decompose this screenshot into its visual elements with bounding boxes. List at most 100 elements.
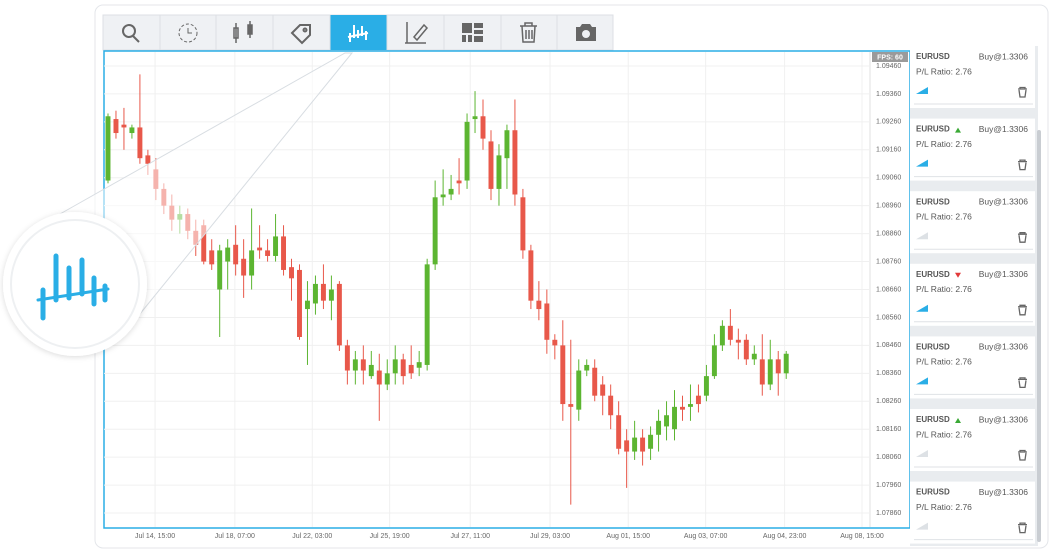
candle-body bbox=[512, 130, 518, 195]
candle-body bbox=[743, 339, 749, 360]
trash-icon[interactable] bbox=[1018, 232, 1027, 243]
candle-body bbox=[703, 376, 709, 396]
candle-body bbox=[480, 116, 486, 139]
signal-card[interactable] bbox=[910, 409, 1035, 471]
signal-icon[interactable] bbox=[916, 232, 928, 240]
candle-body bbox=[680, 406, 685, 410]
y-tick-label: 1.09460 bbox=[876, 63, 901, 70]
time-tool[interactable] bbox=[178, 23, 198, 43]
x-tick-label: Aug 01, 15:00 bbox=[606, 533, 650, 540]
signal-card[interactable] bbox=[910, 118, 1035, 181]
ratio: P/L Ratio: 2.76 bbox=[916, 357, 972, 367]
toolbar bbox=[102, 14, 614, 51]
y-tick-label: 1.09360 bbox=[876, 91, 901, 98]
candle-body bbox=[624, 440, 630, 452]
signal-icon[interactable] bbox=[916, 522, 928, 530]
x-tick-label: Jul 27, 11:00 bbox=[450, 533, 490, 540]
ratio: P/L Ratio: 2.76 bbox=[916, 139, 972, 149]
signal-icon[interactable] bbox=[916, 159, 928, 167]
signal-card[interactable] bbox=[910, 191, 1035, 254]
draw-tool[interactable] bbox=[405, 22, 429, 44]
order: Buy@1.3306 bbox=[979, 269, 1029, 279]
delete-tool[interactable] bbox=[520, 22, 537, 43]
trash-icon[interactable] bbox=[1018, 304, 1027, 316]
signal-card[interactable] bbox=[910, 263, 1035, 326]
x-tick-label: Aug 04, 23:00 bbox=[763, 533, 807, 540]
x-tick-label: Jul 22, 03:00 bbox=[292, 533, 332, 540]
candle-body bbox=[241, 258, 247, 276]
signal-icon[interactable] bbox=[916, 304, 928, 312]
signal-icon[interactable] bbox=[916, 450, 928, 457]
candle-body bbox=[608, 395, 614, 416]
y-tick-label: 1.08760 bbox=[876, 258, 901, 265]
candle-body bbox=[273, 236, 279, 256]
snapshot-tool[interactable] bbox=[576, 24, 596, 41]
symbol: EURUSD bbox=[916, 270, 950, 279]
trash-icon[interactable] bbox=[1018, 159, 1027, 171]
candle-body bbox=[400, 359, 406, 377]
x-tick-label: Aug 08, 15:00 bbox=[840, 533, 884, 540]
candle-body bbox=[304, 300, 310, 310]
y-tick-label: 1.08660 bbox=[876, 286, 901, 293]
signal-card[interactable] bbox=[910, 481, 1035, 544]
candle-body bbox=[472, 116, 478, 120]
candle-body bbox=[656, 420, 662, 435]
candle-tool[interactable] bbox=[233, 21, 253, 43]
candle-body bbox=[568, 404, 574, 407]
trend-down bbox=[955, 272, 961, 278]
order: Buy@1.3306 bbox=[979, 414, 1029, 424]
layout-tool[interactable] bbox=[462, 23, 483, 42]
symbol: EURUSD bbox=[916, 488, 950, 497]
candle-body bbox=[257, 247, 263, 251]
candle-body bbox=[297, 269, 302, 337]
candle-body bbox=[600, 384, 606, 396]
y-tick-label: 1.08060 bbox=[876, 454, 901, 461]
scrollbar[interactable] bbox=[1037, 130, 1041, 542]
candle-body bbox=[456, 180, 462, 184]
candle-body bbox=[560, 345, 566, 405]
candle-body bbox=[695, 395, 701, 405]
candle-body bbox=[440, 194, 446, 198]
candle-body bbox=[504, 130, 510, 159]
signal-icon[interactable] bbox=[916, 377, 928, 385]
candle-body bbox=[448, 188, 454, 195]
candle-body bbox=[249, 250, 255, 276]
y-tick-label: 1.08460 bbox=[876, 342, 901, 349]
indicator-tool[interactable] bbox=[347, 25, 369, 42]
trash-icon[interactable] bbox=[1018, 377, 1027, 389]
candle-body bbox=[711, 345, 717, 377]
trend-up bbox=[955, 127, 961, 133]
signal-icon[interactable] bbox=[916, 87, 928, 94]
symbol: EURUSD bbox=[916, 197, 950, 206]
signal-card[interactable] bbox=[910, 46, 1035, 108]
candle-body bbox=[751, 353, 757, 360]
candle-body bbox=[336, 283, 342, 346]
candle-body bbox=[233, 244, 239, 265]
candle-body bbox=[408, 364, 414, 374]
search-tool[interactable] bbox=[122, 24, 140, 43]
candle-body bbox=[767, 359, 773, 385]
candle-body bbox=[632, 437, 638, 452]
candle-body bbox=[392, 359, 398, 374]
candle-body bbox=[129, 127, 135, 134]
x-tick-label: Jul 14, 15:00 bbox=[135, 533, 175, 540]
y-tick-label: 1.08860 bbox=[876, 230, 901, 237]
y-tick-label: 1.08960 bbox=[876, 203, 901, 210]
candle-body bbox=[352, 359, 358, 371]
label-tool[interactable] bbox=[290, 24, 311, 45]
signal-card[interactable] bbox=[910, 336, 1035, 399]
trash-icon[interactable] bbox=[1018, 86, 1027, 98]
trash-icon[interactable] bbox=[1018, 522, 1027, 534]
ratio: P/L Ratio: 2.76 bbox=[916, 502, 972, 512]
candle-body bbox=[775, 359, 781, 374]
trash-icon[interactable] bbox=[1018, 449, 1027, 461]
candle-body bbox=[281, 236, 287, 270]
candle-body bbox=[265, 250, 271, 256]
candle-body bbox=[137, 127, 143, 159]
candle-body bbox=[464, 121, 470, 181]
y-tick-label: 1.07960 bbox=[876, 482, 901, 489]
order: Buy@1.3306 bbox=[979, 196, 1029, 206]
candle-body bbox=[328, 289, 334, 301]
candle-body bbox=[225, 247, 231, 262]
x-tick-label: Jul 18, 07:00 bbox=[215, 533, 255, 540]
